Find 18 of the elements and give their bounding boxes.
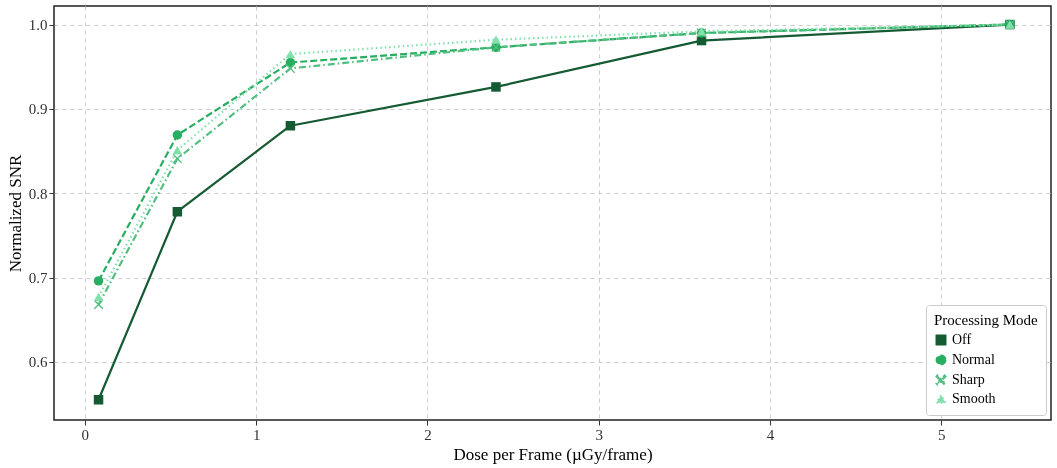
x-tick-label: 0 xyxy=(81,426,90,443)
y-tick-label: 1.0 xyxy=(28,17,48,34)
x-axis-title: Dose per Frame (µGy/frame) xyxy=(453,444,653,464)
legend-label: Sharp xyxy=(952,372,985,387)
x-tick-label: 3 xyxy=(595,426,603,443)
legend-label: Normal xyxy=(952,352,995,367)
x-tick-label: 4 xyxy=(766,426,775,443)
x-tick-label: 2 xyxy=(424,426,432,443)
x-tick-label: 1 xyxy=(252,426,261,443)
legend-title: Processing Mode xyxy=(934,312,1039,328)
x-tick-label: 5 xyxy=(938,426,946,443)
y-axis-title: Normalized SNR xyxy=(5,154,25,273)
y-tick-label: 0.6 xyxy=(28,354,48,371)
legend-label: Smooth xyxy=(952,391,996,406)
y-tick-label: 0.7 xyxy=(28,270,48,286)
y-tick-label: 0.9 xyxy=(28,101,48,118)
legend-label: Off xyxy=(952,332,972,347)
y-tick-label: 0.8 xyxy=(28,185,48,202)
